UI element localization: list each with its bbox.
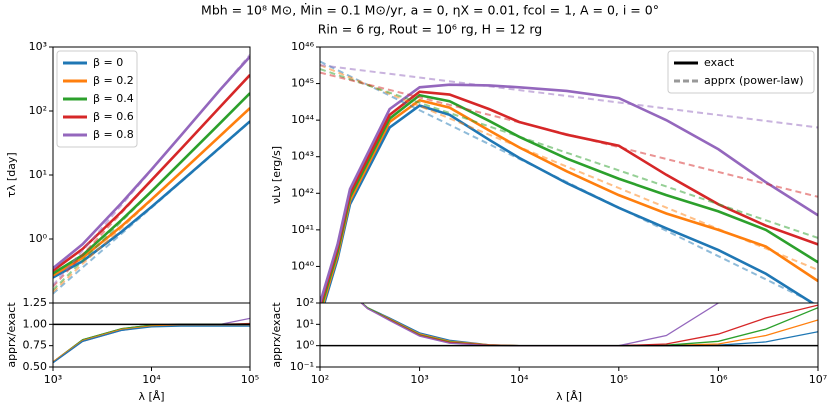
y-axis-label: apprx/exact bbox=[270, 302, 283, 368]
subtitle: Rin = 6 rg, Rout = 10⁶ rg, H = 12 rg bbox=[318, 22, 543, 37]
x-tick-label: 10² bbox=[311, 373, 329, 386]
y-tick-label: 10⁰ bbox=[296, 339, 315, 352]
approx-line bbox=[320, 64, 818, 129]
line bbox=[320, 93, 818, 303]
frame bbox=[52, 302, 251, 368]
y-tick-label: 10¹ bbox=[29, 168, 47, 181]
approx-line bbox=[320, 68, 818, 239]
y-tick-label: 10² bbox=[29, 104, 47, 117]
x-tick-label: 10⁷ bbox=[809, 373, 827, 386]
approx-line bbox=[53, 107, 250, 293]
approx-line bbox=[53, 53, 250, 286]
x-tick-label: 10⁵ bbox=[241, 373, 259, 386]
frame bbox=[319, 302, 819, 368]
plot-area bbox=[53, 317, 250, 364]
y-tick-label: 0.50 bbox=[23, 360, 48, 373]
legend-label: exact bbox=[704, 56, 735, 69]
legend-box bbox=[667, 50, 815, 94]
plot-area bbox=[320, 303, 818, 347]
y-tick-label: 1.00 bbox=[23, 317, 48, 330]
legend-label: β = 0.6 bbox=[93, 110, 134, 123]
legend-label: β = 0.2 bbox=[93, 74, 134, 87]
title: Mbh = 10⁸ M⊙, Ṁin = 0.1 M⊙/yr, a = 0, ηX… bbox=[201, 3, 659, 18]
line bbox=[53, 323, 250, 363]
line bbox=[321, 98, 818, 303]
line bbox=[53, 325, 250, 364]
line bbox=[53, 324, 250, 363]
line bbox=[360, 303, 818, 347]
line bbox=[53, 322, 250, 363]
y-tick-label: 10⁴¹ bbox=[291, 223, 314, 236]
approx-line bbox=[53, 120, 250, 295]
y-tick-label: 10⁴³ bbox=[291, 150, 314, 163]
line bbox=[360, 303, 818, 347]
line bbox=[360, 303, 818, 347]
approx-line bbox=[53, 92, 250, 291]
y-tick-label: 10³ bbox=[29, 40, 47, 53]
x-tick-label: 10⁵ bbox=[610, 373, 628, 386]
y-tick-label: 10⁰ bbox=[29, 232, 48, 245]
y-axis-label: νLν [erg/s] bbox=[270, 146, 283, 204]
y-tick-label: 0.75 bbox=[23, 339, 48, 352]
legend-label: β = 0.8 bbox=[93, 128, 134, 141]
y-tick-label: 1.25 bbox=[23, 296, 48, 309]
y-axis-label: τλ [day] bbox=[5, 152, 18, 197]
y-tick-label: 10⁴⁶ bbox=[291, 40, 314, 53]
x-tick-label: 10⁶ bbox=[709, 373, 728, 386]
y-tick-label: 10⁻¹ bbox=[290, 360, 314, 373]
y-axis-label: apprx/exact bbox=[5, 302, 18, 368]
y-tick-label: 10⁴⁵ bbox=[291, 77, 314, 90]
legend-label: apprx (power-law) bbox=[704, 74, 804, 87]
line bbox=[360, 303, 818, 347]
x-tick-label: 10³ bbox=[410, 373, 428, 386]
approx-line bbox=[320, 71, 818, 198]
y-tick-label: 10⁴⁰ bbox=[291, 259, 314, 272]
x-axis-label: λ [Å] bbox=[556, 390, 582, 403]
x-tick-label: 10⁴ bbox=[510, 373, 529, 386]
legend-label: β = 0.4 bbox=[93, 92, 134, 105]
approx-line bbox=[53, 73, 250, 288]
line bbox=[320, 90, 818, 303]
x-tick-label: 10⁴ bbox=[142, 373, 161, 386]
plot-area bbox=[320, 60, 818, 303]
line bbox=[322, 104, 815, 303]
y-tick-label: 10² bbox=[296, 296, 314, 309]
legend-box bbox=[56, 50, 138, 148]
x-axis-label: λ [Å] bbox=[138, 390, 164, 403]
y-tick-label: 10⁴⁴ bbox=[291, 113, 314, 126]
y-tick-label: 10¹ bbox=[296, 317, 314, 330]
line bbox=[320, 83, 818, 303]
y-tick-label: 10⁴² bbox=[291, 186, 314, 199]
legend-label: β = 0 bbox=[93, 56, 123, 69]
plot-area bbox=[53, 53, 250, 295]
approx-line bbox=[320, 60, 817, 303]
x-tick-label: 10³ bbox=[44, 373, 62, 386]
